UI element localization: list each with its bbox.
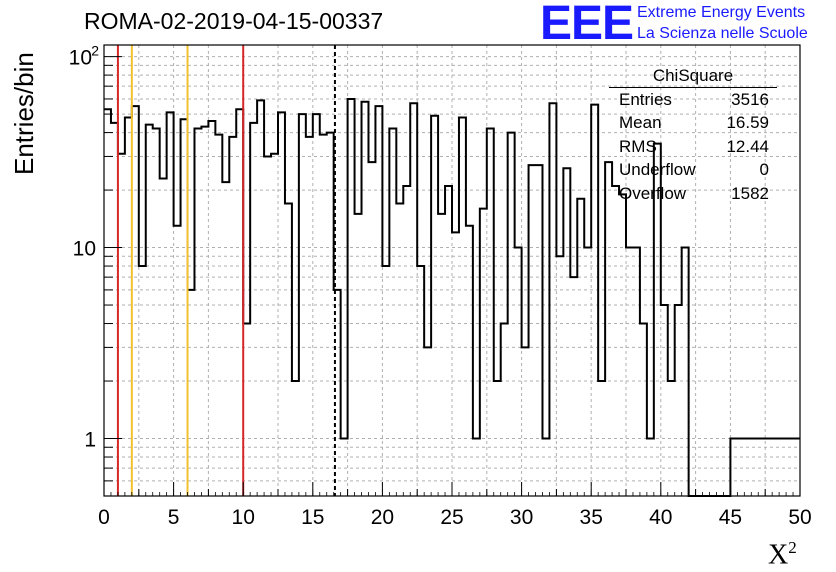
stats-title: ChiSquare	[609, 66, 777, 88]
x-tick-label: 10	[232, 506, 255, 529]
x-tick-label: 30	[510, 506, 533, 529]
x-tick-label: 40	[649, 506, 672, 529]
y-axis-label: Entries/bin	[9, 52, 39, 175]
x-axis-label: X2	[768, 538, 797, 571]
y-tick-label: 10	[69, 47, 92, 70]
x-tick-label: 35	[580, 506, 603, 529]
x-tick-label: 25	[440, 506, 463, 529]
y-tick-label: 10	[73, 238, 96, 261]
x-tick-label: 5	[168, 506, 180, 529]
x-tick-label: 20	[371, 506, 394, 529]
x-tick-label: 45	[719, 506, 742, 529]
x-tick-label: 15	[301, 506, 324, 529]
histogram-series	[104, 97, 800, 497]
chart-title: ROMA-02-2019-04-15-00337	[84, 8, 384, 34]
stats-box: ChiSquare Entries 3516 Mean 16.59 RMS 12.44…	[609, 66, 777, 207]
stats-row: Underflow 0	[619, 160, 769, 180]
x-tick-label: 0	[98, 506, 110, 529]
histogram-line	[104, 97, 800, 497]
stats-row: Entries 3516	[619, 90, 769, 109]
x-tick-label: 50	[788, 506, 811, 529]
stats-row: Mean 16.59	[619, 113, 769, 133]
stats-row: RMS 12.44	[619, 136, 769, 156]
eee-logo: EEE	[540, 0, 634, 50]
grid-lines	[104, 45, 800, 496]
reference-lines	[116, 45, 336, 496]
y-tick-label-exponent: 2	[91, 43, 99, 59]
y-tick-label: 1	[84, 429, 96, 452]
stats-row: Overflow 1582	[619, 183, 769, 203]
logo-line-2: La Scienza nelle Scuole	[637, 25, 808, 42]
logo-line-1: Extreme Energy Events	[637, 4, 806, 21]
